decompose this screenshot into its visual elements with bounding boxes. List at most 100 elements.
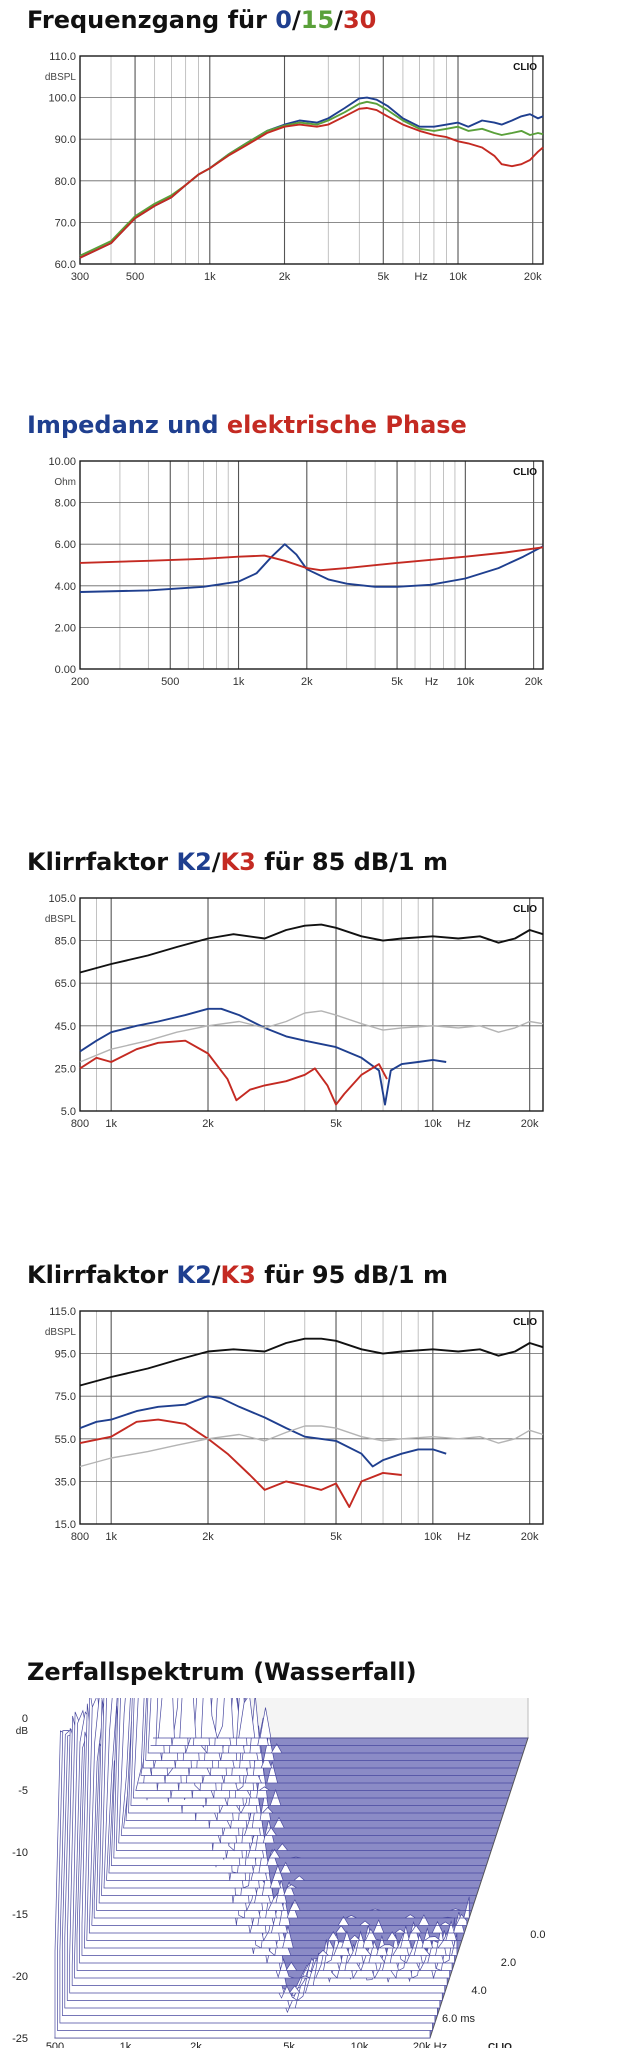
series-line-gray [79,1425,544,1468]
title-segment: / [211,848,221,876]
x-tick-label: 5k [377,271,389,283]
title-segment: Impedanz und [27,411,227,439]
t-tick-label: 0.0 [530,1929,545,1941]
y-tick-label: 35.0 [55,1476,76,1488]
y-tick-label: 110.0 [49,51,76,63]
y-tick-label: 15.0 [55,1519,76,1531]
y-tick-label: 45.0 [55,1021,76,1033]
z-tick-label: -10 [12,1847,28,1859]
x-tick-label: 800 [71,1118,89,1130]
x-tick-label: 10k [351,2041,369,2048]
chart-svg: 105.0180.085.0108.065.036.045.0-36.025.0… [45,893,544,1130]
y-tick-label: 25.0 [55,1063,76,1075]
series-line-Impedanz [79,543,544,593]
x-tick-label: Hz [414,271,427,283]
chart-panel-0: Frequenzgang für 0/15/30 110.0180.0100.01… [0,0,639,296]
grid [80,1311,543,1524]
x-tick-label: 20k [521,1118,539,1130]
series-line-K3 [79,1039,388,1106]
plot-area [80,56,543,264]
x-tick-label: 1k [233,676,245,688]
plot-frame [79,55,544,265]
title-segment: Frequenzgang für [27,6,276,34]
y-tick-label: 65.0 [55,978,76,990]
x-tick-label: 20k [521,1531,539,1543]
grid [80,461,543,669]
y-tick-label: 0.00 [55,664,76,676]
x-tick-label: 1k [120,2041,132,2048]
x-tick-label: 2k [202,1531,214,1543]
series-line-K3 [79,1418,402,1508]
x-tick-label: 800 [71,1531,89,1543]
y-tick-label: 8.00 [55,498,76,510]
brand-label: CLIO [513,62,537,73]
y-tick-label: 60.0 [55,259,76,271]
z-tick-label: -25 [12,2033,28,2045]
x-tick-label: 5k [391,676,403,688]
x-tick-label: 500 [46,2041,64,2048]
x-tick-label: 20k [524,271,542,283]
x-tick-label: 2k [190,2041,202,2048]
title-segment: K2 [176,848,212,876]
chart-svg: 110.0180.0100.0108.090.036.080.0-36.070.… [45,51,544,283]
plot-frame [79,1310,544,1525]
series-line-Phase [79,546,544,572]
z-tick-label: -5 [18,1785,28,1797]
x-tick-label: 500 [126,271,144,283]
plot-area [80,898,543,1111]
series-line-Pegel [79,923,544,974]
series-line-K2 [79,1007,447,1106]
x-tick-label: 10k [456,676,474,688]
x-tick-label: 500 [161,676,179,688]
chart-svg: 0dB -5 -10 -15 -20 -25 500 1k 2k 5k 10k 20k Hz 0.0 2.… [12,1698,545,2048]
chart-panel-1: Impedanz und elektrische Phase 10.00180.0… [0,405,639,701]
chart-svg: 115.0180.095.0108.075.036.055.0-36.035.0… [45,1306,544,1543]
y-tick-label: 5.0 [61,1106,76,1118]
y-unit-label: dBSPL [45,72,77,83]
plot-frame [79,460,544,670]
x-tick-label: 10k [424,1118,442,1130]
z-unit-label: dB [16,1726,29,1737]
series-line-gray [79,1010,544,1063]
y-tick-label: 2.00 [55,622,76,634]
series-line-K2 [79,1395,447,1468]
brand-label: CLIO [513,467,537,478]
chart-title: Impedanz und elektrische Phase [27,411,467,439]
chart-svg: 10.00180.08.00108.06.0036.04.00-36.02.00… [48,456,544,688]
chart-title: Frequenzgang für 0/15/30 [27,6,376,34]
title-segment: / [292,6,301,34]
grid [80,56,543,264]
x-tick-label: 5k [283,2041,295,2048]
x-tick-label: 2k [279,271,291,283]
chart-title: Zerfallspektrum (Wasserfall) [27,1658,417,1686]
title-segment: K2 [176,1261,212,1289]
y-tick-label: 70.0 [55,217,76,229]
waterfall-slice [142,1698,519,1769]
title-segment: / [211,1261,221,1289]
y-tick-label: 80.0 [55,176,76,188]
chart-panel-2: Klirrfaktor K2/K3 für 85 dB/1 m 105.0180.… [0,842,639,1143]
y-tick-label: 85.0 [55,936,76,948]
plot-frame [79,897,544,1112]
brand-label: CLIO [513,904,537,915]
title-segment: elektrische Phase [226,411,467,439]
y-tick-label: 10.00 [48,456,76,468]
title-segment: / [334,6,343,34]
chart-panel-4: Zerfallspektrum (Wasserfall) 0 dB -5 -10 -15 -… [0,1652,639,2048]
title-segment: Klirrfaktor [27,848,177,876]
x-tick-label: 200 [71,676,89,688]
z-tick-label: 0 [22,1713,28,1725]
y-tick-label: 90.0 [55,134,76,146]
y-tick-label: 95.0 [55,1349,76,1361]
title-segment: K3 [220,848,256,876]
x-tick-label: 10k [449,271,467,283]
chart-title: Klirrfaktor K2/K3 für 85 dB/1 m [27,848,448,876]
brand-label: CLIO [488,2042,512,2048]
title-segment: Klirrfaktor [27,1261,177,1289]
x-tick-label: 10k [424,1531,442,1543]
waterfall-slices [54,1698,528,2039]
x-tick-label: 5k [330,1118,342,1130]
x-tick-label: 5k [330,1531,342,1543]
brand-label: CLIO [513,1317,537,1328]
title-segment: 15 [300,6,335,34]
